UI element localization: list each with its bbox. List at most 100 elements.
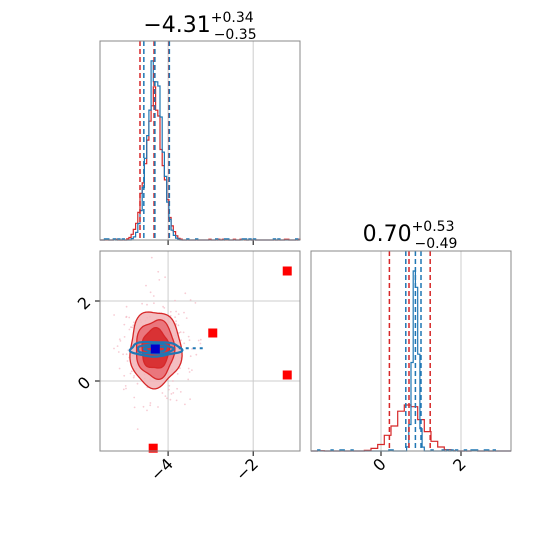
sample-point [179, 367, 181, 370]
sample-point [136, 428, 139, 430]
sample-point [163, 307, 166, 309]
sample-point [118, 367, 121, 370]
sample-point [150, 256, 153, 259]
sample-point [168, 384, 171, 387]
sample-point [117, 351, 120, 353]
sample-point [125, 387, 127, 390]
sample-point [123, 374, 126, 377]
sample-point [113, 314, 115, 316]
sample-point [149, 404, 152, 407]
sample-point [164, 395, 167, 397]
sample-point [164, 276, 167, 279]
sample-point [188, 371, 191, 373]
y-tick-label-param-2: 0 [74, 373, 95, 394]
param-2-upper-err: +0.53 [412, 219, 455, 235]
sample-point [184, 292, 187, 295]
sample-point [133, 406, 136, 409]
sample-point [142, 405, 145, 408]
red-square-marker [282, 370, 292, 380]
sample-point [177, 324, 180, 327]
sample-point [180, 339, 182, 342]
param-1-lower-err: −0.35 [214, 27, 257, 43]
param-1-median: −4.31 [143, 13, 210, 38]
sample-point [179, 391, 182, 393]
contour-a-level [142, 345, 168, 354]
sample-point [197, 339, 200, 342]
x-tick-label-param-2: 0 [369, 454, 390, 475]
param-1-upper-err: +0.34 [211, 10, 254, 26]
red-square-marker [148, 443, 158, 453]
sample-point [189, 355, 192, 358]
scatter-panel-frame [99, 250, 301, 452]
sample-point [146, 409, 148, 412]
sample-point [149, 402, 152, 404]
sample-point [125, 315, 128, 318]
sample-point [169, 398, 172, 401]
sample-point [119, 340, 122, 342]
hist-panel-param-1 [99, 40, 301, 245]
sample-point [116, 345, 119, 347]
param-1-title: −4.31+0.34 −0.35 [143, 10, 256, 43]
sample-point [153, 302, 155, 305]
sample-point [178, 331, 181, 334]
sample-point [172, 380, 174, 382]
sample-point [191, 348, 193, 350]
param-2-median: 0.70 [363, 222, 412, 247]
sample-point [128, 316, 131, 319]
sample-point [158, 279, 161, 281]
sample-point [195, 353, 198, 356]
sample-point [176, 387, 179, 390]
sample-point [170, 393, 173, 395]
sample-point [182, 331, 185, 334]
sample-point [188, 339, 191, 342]
sample-point [136, 382, 139, 385]
sample-point [199, 338, 202, 341]
hist-a-param-1 [100, 60, 300, 241]
hist-a-param-2 [311, 270, 511, 452]
param-2-lower-err: −0.49 [414, 236, 457, 252]
sample-point [133, 375, 136, 377]
sample-point [189, 299, 192, 301]
sample-point [191, 369, 193, 371]
sample-point [184, 403, 186, 406]
sample-point [113, 347, 115, 350]
sample-point [128, 328, 131, 331]
sample-point [187, 367, 190, 370]
contour-a-level [136, 342, 175, 355]
hist-b-param-1 [100, 86, 301, 241]
sample-point [131, 326, 134, 329]
sample-point [123, 323, 126, 326]
param-2-title: 0.70+0.53 −0.49 [363, 219, 458, 252]
sample-point [145, 284, 147, 287]
sample-point [174, 316, 177, 319]
sample-point [169, 314, 172, 317]
hist-panel-param-2 [310, 250, 512, 456]
sample-point [161, 392, 164, 394]
sample-point [124, 385, 127, 387]
sample-point [185, 317, 188, 319]
y-tick-label-param-2: 2 [74, 293, 95, 314]
sample-point [166, 397, 168, 400]
sample-point [125, 305, 128, 308]
sample-point [122, 353, 124, 356]
x-tick-label-param-1: −4 [147, 454, 177, 484]
sample-point [183, 311, 185, 314]
x-tick-label-param-1: −2 [232, 454, 262, 484]
sample-point [174, 299, 176, 302]
sample-point [169, 310, 172, 313]
sample-point [172, 392, 175, 394]
sample-point [133, 396, 136, 399]
sample-point [122, 388, 125, 391]
sample-point [125, 353, 128, 356]
sample-point [194, 302, 197, 304]
contour-a-level [128, 340, 184, 358]
scatter-panel [95, 250, 301, 456]
sample-point [187, 378, 190, 381]
sample-point [187, 335, 190, 338]
sample-point [132, 324, 135, 327]
sample-point [126, 360, 129, 362]
sample-point [168, 388, 170, 391]
sample-point [162, 305, 165, 308]
sample-point [152, 295, 155, 297]
